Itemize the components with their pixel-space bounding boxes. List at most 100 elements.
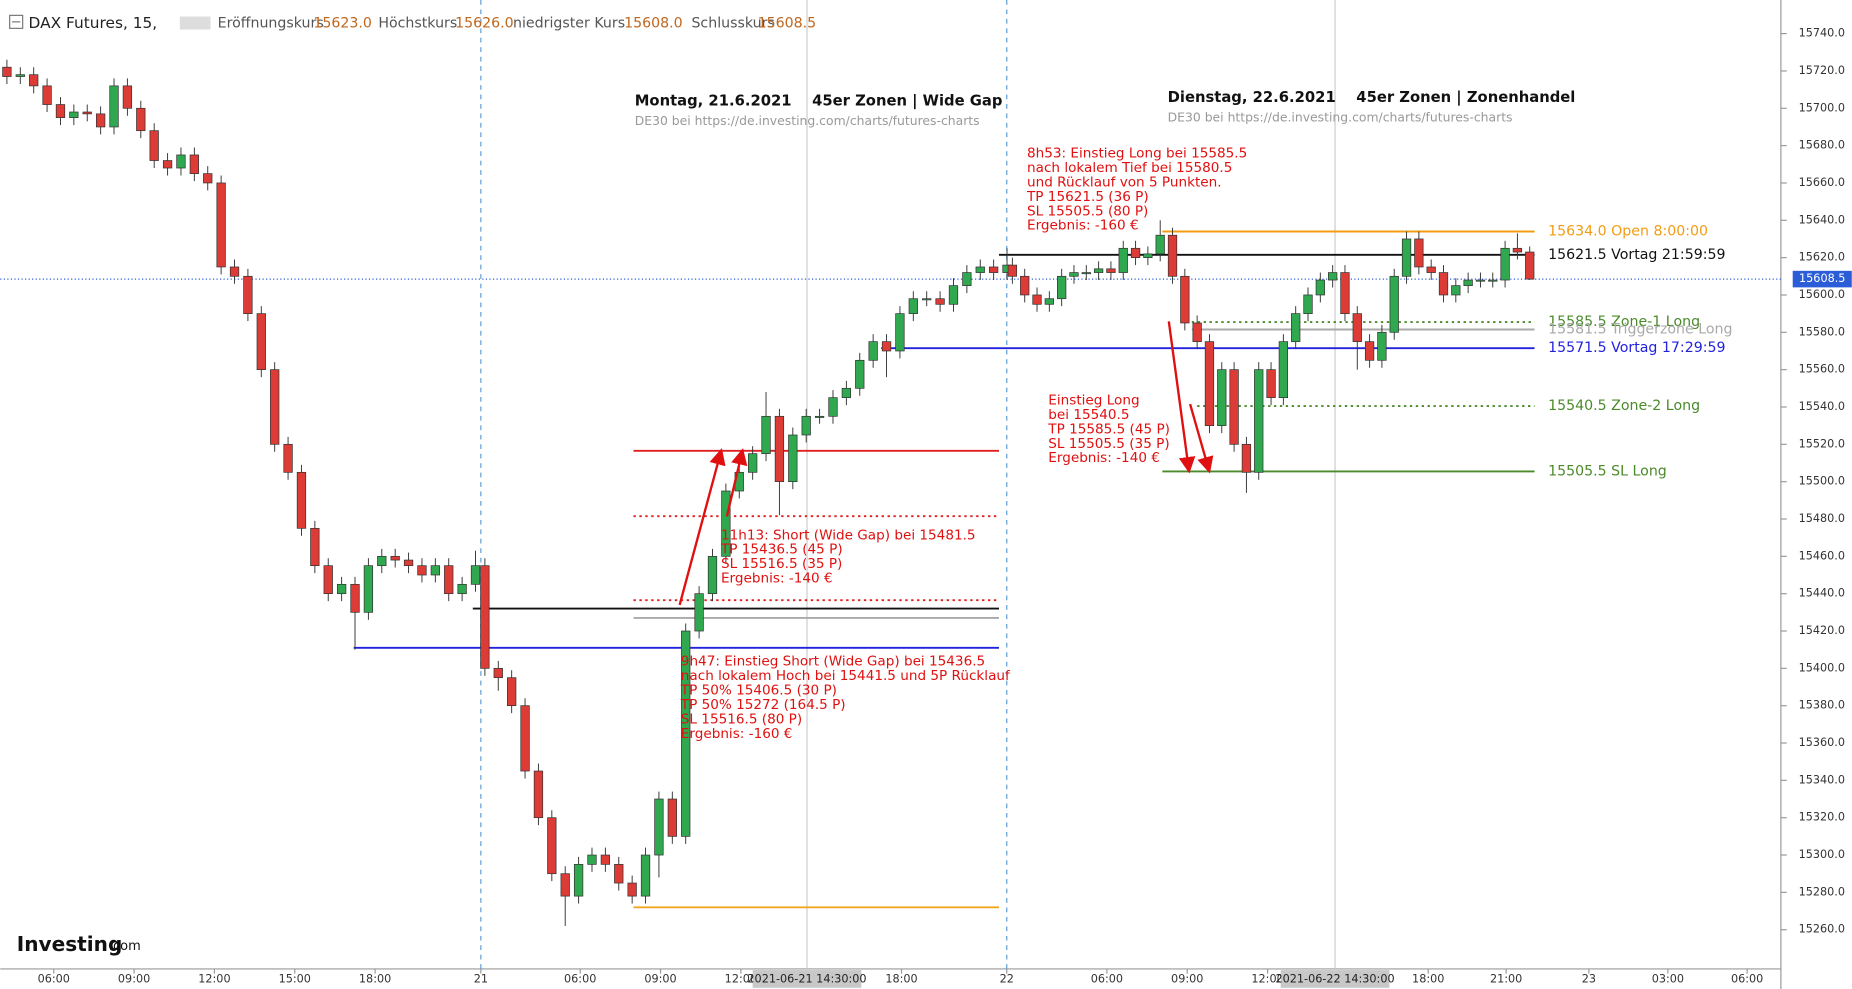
- candle-body: [1328, 272, 1338, 281]
- x-tick-label: 12:00: [1251, 973, 1283, 986]
- candle-body: [560, 873, 570, 897]
- candle-body: [681, 630, 691, 837]
- candle-body: [203, 173, 213, 184]
- candle-body: [55, 104, 66, 118]
- x-tick-label: 06:00: [564, 973, 596, 986]
- candle-body: [1500, 247, 1510, 281]
- candle-body: [1303, 294, 1313, 314]
- header-label: Schlusskurs: [691, 16, 774, 32]
- candle-body: [1291, 313, 1301, 342]
- y-tick-label: 15740.0: [1799, 27, 1845, 40]
- annotation-line: TP 15621.5 (36 P): [1026, 189, 1149, 205]
- settings-icon[interactable]: [179, 16, 211, 30]
- candle-body: [948, 285, 959, 305]
- candle-body: [1069, 272, 1079, 277]
- candle-body: [1488, 279, 1498, 282]
- header-value: 15608.0: [624, 16, 683, 32]
- y-tick-label: 15360.0: [1799, 736, 1845, 749]
- candle-body: [1007, 264, 1018, 277]
- y-tick-label: 15320.0: [1799, 811, 1845, 824]
- candle-body: [1340, 272, 1350, 314]
- y-tick-label: 15660.0: [1799, 176, 1845, 189]
- annotation-line: Ergebnis: -140 €: [1048, 450, 1160, 466]
- candle-body: [430, 565, 440, 576]
- candle-body: [390, 555, 400, 561]
- candle-body: [614, 864, 624, 884]
- candle-body: [243, 275, 253, 314]
- candle-body: [122, 85, 133, 109]
- annotation-line: bei 15540.5: [1048, 407, 1129, 423]
- candle-body: [841, 387, 852, 399]
- y-tick-label: 15720.0: [1799, 64, 1845, 77]
- candle-body: [417, 565, 427, 576]
- candle-body: [1475, 279, 1486, 282]
- candle-body: [814, 415, 825, 418]
- candle-body: [654, 798, 664, 856]
- candle-body: [229, 266, 240, 277]
- candle-body: [109, 85, 119, 128]
- candle-body: [216, 182, 226, 268]
- candle-body: [363, 565, 374, 613]
- annotation-line: SL 15505.5 (80 P): [1027, 203, 1148, 219]
- candle-body: [15, 74, 25, 77]
- annotation-line: nach lokalem Tief bei 15580.5: [1027, 160, 1232, 176]
- y-tick-label: 15460.0: [1799, 549, 1845, 562]
- logo: Investing .com: [17, 932, 141, 956]
- panel-title: Montag, 21.6.2021 45er Zonen | Wide Gap: [635, 93, 1003, 110]
- arrow: [678, 448, 726, 606]
- logo-suffix: .com: [109, 939, 141, 954]
- collapse-icon[interactable]: [9, 14, 24, 29]
- candle-body: [1512, 247, 1523, 253]
- level-label: 15634.0 Open 8:00:00: [1548, 223, 1708, 239]
- candle-body: [283, 443, 293, 473]
- candle-body: [444, 565, 454, 595]
- candle-body: [667, 798, 677, 837]
- y-tick-label: 15520.0: [1799, 437, 1845, 450]
- candle-body: [1106, 268, 1116, 273]
- logo-name: Investing: [17, 932, 123, 956]
- candle-body: [270, 369, 280, 445]
- annotation-line: 11h13: Short (Wide Gap) bei 15481.5: [721, 527, 976, 543]
- y-tick-label: 15300.0: [1799, 848, 1845, 861]
- candle-body: [855, 359, 865, 389]
- x-tick-label: 09:00: [1171, 973, 1203, 986]
- crosshair-label: 2021-06-22 14:30:00: [1275, 973, 1394, 986]
- x-tick-label: 15:00: [279, 973, 311, 986]
- candle-body: [1266, 369, 1276, 399]
- candle-body: [507, 677, 517, 707]
- y-tick-label: 15580.0: [1799, 325, 1845, 338]
- panel-subtitle: DE30 bei https://de.investing.com/charts…: [635, 113, 980, 128]
- level-label: 15581.5 Triggerzone Long: [1548, 322, 1732, 338]
- candle-body: [801, 415, 811, 436]
- candle-body: [1167, 234, 1178, 277]
- y-tick-label: 15600.0: [1799, 288, 1845, 301]
- level-label: 15571.5 Vortag 17:29:59: [1548, 340, 1725, 356]
- candle-body: [1020, 275, 1030, 296]
- y-tick-label: 15380.0: [1799, 699, 1845, 712]
- candle-body: [350, 583, 360, 613]
- candle-body: [774, 415, 785, 483]
- x-tick-label: 18:00: [1412, 973, 1444, 986]
- candle-body: [1057, 275, 1067, 300]
- y-tick-label: 15440.0: [1799, 587, 1845, 600]
- candle-body: [1155, 234, 1165, 255]
- candle-body: [922, 298, 932, 301]
- candle-body: [1463, 279, 1473, 286]
- candle-body: [2, 66, 12, 77]
- x-tick-label: 18:00: [359, 973, 391, 986]
- candle-body: [162, 160, 173, 169]
- candle-body: [989, 266, 999, 273]
- annotation-line: SL 15516.5 (80 P): [681, 711, 802, 727]
- crosshair-box: [752, 970, 862, 988]
- candle-body: [42, 85, 52, 105]
- x-tick-label: 18:00: [885, 973, 917, 986]
- candle-body: [136, 107, 146, 132]
- candle-body: [1044, 298, 1054, 305]
- candle-body: [707, 555, 718, 595]
- y-tick-label: 15500.0: [1799, 475, 1845, 488]
- candle-body: [296, 471, 307, 529]
- y-tick-label: 15560.0: [1799, 363, 1845, 376]
